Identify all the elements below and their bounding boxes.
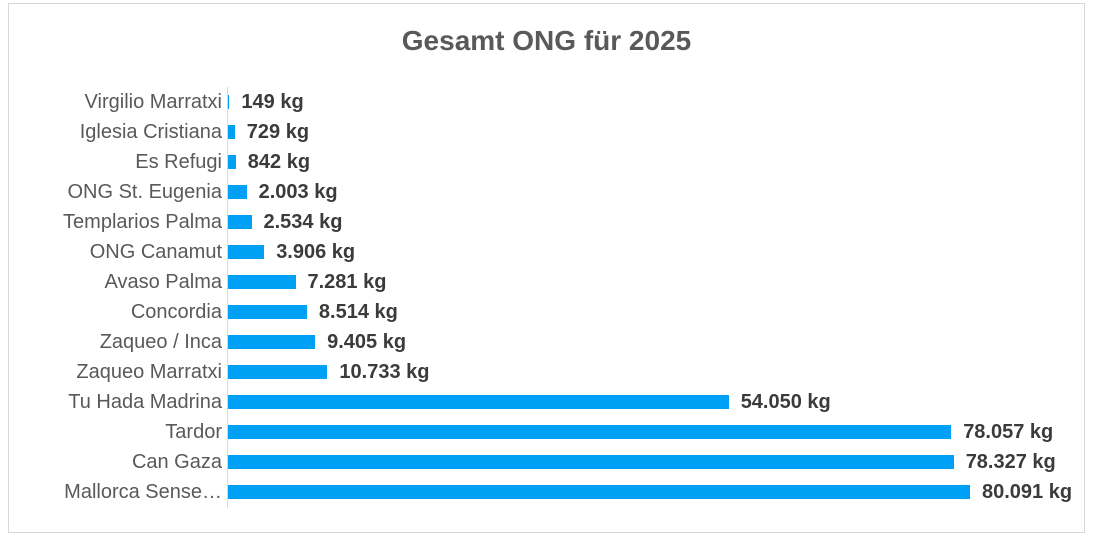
bar-row: Concordia 8.514 kg xyxy=(0,297,1093,327)
bar[interactable] xyxy=(228,245,265,259)
bar-row: Virgilio Marratxi 149 kg xyxy=(0,87,1093,117)
category-label: Es Refugi xyxy=(135,150,222,173)
bar-row: Es Refugi 842 kg xyxy=(0,147,1093,177)
category-label: ONG Canamut xyxy=(89,240,222,263)
bar[interactable] xyxy=(228,455,954,469)
category-label: Avaso Palma xyxy=(104,270,222,293)
bar[interactable] xyxy=(228,95,230,109)
chart-title: Gesamt ONG für 2025 xyxy=(401,25,692,56)
category-label: Zaqueo Marratxi xyxy=(76,360,222,383)
bar-row: ONG St. Eugenia 2.003 kg xyxy=(0,177,1093,207)
category-label: Tardor xyxy=(165,420,222,443)
bar-row: Iglesia Cristiana 729 kg xyxy=(0,117,1093,147)
bar[interactable] xyxy=(228,485,970,499)
bar[interactable] xyxy=(228,155,236,169)
bar-row: Mallorca Sense… 80.091 kg xyxy=(0,477,1093,507)
chart-frame xyxy=(8,3,1085,533)
bar[interactable] xyxy=(228,335,316,349)
y-axis-line xyxy=(227,87,228,508)
category-label: Mallorca Sense… xyxy=(64,480,222,503)
category-label: Zaqueo / Inca xyxy=(99,330,222,353)
category-label: Concordia xyxy=(130,300,222,323)
bar-row: Zaqueo Marratxi 10.733 kg xyxy=(0,357,1093,387)
value-label: 2.003 kg xyxy=(258,180,338,203)
value-label: 10.733 kg xyxy=(339,360,430,383)
category-label: ONG St. Eugenia xyxy=(67,180,222,203)
bar[interactable] xyxy=(228,215,252,229)
value-label: 149 kg xyxy=(241,90,304,113)
bar[interactable] xyxy=(228,305,307,319)
bar-row: Avaso Palma 7.281 kg xyxy=(0,267,1093,297)
value-label: 80.091 kg xyxy=(982,480,1073,503)
value-label: 8.514 kg xyxy=(318,300,398,323)
bar-row: Tu Hada Madrina 54.050 kg xyxy=(0,387,1093,417)
bar[interactable] xyxy=(228,365,328,379)
category-label: Can Gaza xyxy=(131,450,222,473)
value-label: 729 kg xyxy=(246,120,310,143)
value-label: 2.534 kg xyxy=(263,210,343,233)
value-label: 9.405 kg xyxy=(327,330,407,353)
bar-row: Tardor 78.057 kg xyxy=(0,417,1093,447)
bar[interactable] xyxy=(228,185,247,199)
bar[interactable] xyxy=(228,425,952,439)
value-label: 54.050 kg xyxy=(740,390,831,413)
bar-row: ONG Canamut 3.906 kg xyxy=(0,237,1093,267)
value-label: 3.906 kg xyxy=(276,240,356,263)
category-label: Tu Hada Madrina xyxy=(68,390,222,413)
bar-row: Zaqueo / Inca 9.405 kg xyxy=(0,327,1093,357)
category-label: Templarios Palma xyxy=(63,210,222,233)
value-label: 78.057 kg xyxy=(963,420,1054,443)
category-label: Virgilio Marratxi xyxy=(84,90,222,113)
value-label: 78.327 kg xyxy=(965,450,1056,473)
value-label: 842 kg xyxy=(247,150,311,173)
bar[interactable] xyxy=(228,395,729,409)
bar[interactable] xyxy=(228,125,235,139)
value-label: 7.281 kg xyxy=(307,270,387,293)
bar[interactable] xyxy=(228,275,296,289)
category-label: Iglesia Cristiana xyxy=(79,120,222,143)
bar-row: Templarios Palma 2.534 kg xyxy=(0,207,1093,237)
bar-row: Can Gaza 78.327 kg xyxy=(0,447,1093,477)
